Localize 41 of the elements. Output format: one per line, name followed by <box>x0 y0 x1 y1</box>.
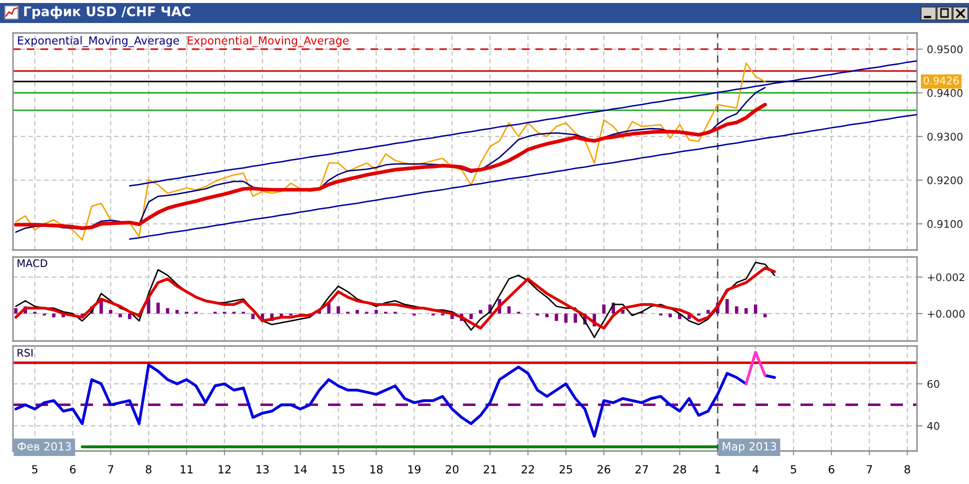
x-tick-label: 15 <box>332 465 344 474</box>
x-tick-label: 26 <box>598 465 610 474</box>
chart-title: MACD <box>18 259 48 268</box>
y-tick-label: +0.000 <box>928 310 965 318</box>
x-tick-label: 28 <box>673 465 686 474</box>
x-tick-label: 6 <box>70 465 76 474</box>
x-tick-label: 5 <box>790 465 796 474</box>
x-tick-label: 1 <box>715 465 720 474</box>
x-tick-label: 5 <box>32 465 38 474</box>
x-tick-label: 18 <box>370 465 383 474</box>
x-tick-label: 8 <box>146 465 152 474</box>
x-tick-label: 22 <box>522 465 534 474</box>
x-tick-label: 27 <box>636 465 648 474</box>
x-tick-label: 7 <box>866 465 872 474</box>
y-tick-label: 0.9100 <box>927 220 962 228</box>
x-tick-label: 21 <box>484 465 496 474</box>
x-tick-label: 20 <box>446 465 458 474</box>
y-tick-label: 0.9200 <box>927 176 962 184</box>
y-tick-label: +0.002 <box>928 273 964 282</box>
y-tick-label: 40 <box>927 422 940 430</box>
x-tick-label: 25 <box>560 465 572 474</box>
y-tick-label: 0.9400 <box>927 89 962 97</box>
x-tick-label: 12 <box>218 465 230 474</box>
x-tick-label: 14 <box>294 465 307 474</box>
x-tick-label: 8 <box>904 465 910 474</box>
text: Exponential_Moving_Average <box>18 36 179 48</box>
x-tick-label: 7 <box>108 465 114 474</box>
x-tick-label: 11 <box>180 465 193 474</box>
chart-title: График USD /CHF ЧАС <box>24 6 190 19</box>
annotation: Мар 2013 <box>722 442 776 453</box>
x-tick-label: 6 <box>828 465 834 474</box>
x-tick-label: 13 <box>256 465 269 474</box>
x-tick-label: 19 <box>408 465 420 474</box>
annotation: Фев 2013 <box>18 442 71 451</box>
y-tick-label: 0.9500 <box>927 45 962 54</box>
chart-title: RSI <box>18 348 33 357</box>
y-tick-label: 0.9300 <box>927 132 962 141</box>
x-tick-label: 4 <box>752 465 758 474</box>
y-tick-label: 60 <box>927 380 940 388</box>
text: Exponential_Moving_Average <box>188 36 349 48</box>
ref-line-label: 0.9426 <box>924 76 959 84</box>
